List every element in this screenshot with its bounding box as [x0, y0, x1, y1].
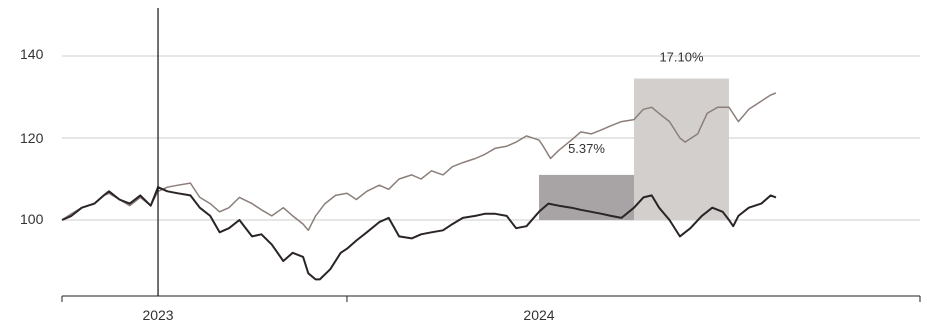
series-line-2	[61, 186, 777, 281]
bar-label-q2: 17.10%	[659, 50, 704, 65]
x-tick-label-2023: 2023	[142, 307, 173, 323]
series-layer	[61, 92, 777, 281]
bar-layer	[539, 78, 729, 220]
y-tick-label-100: 100	[20, 211, 44, 227]
y-tick-label-120: 120	[20, 130, 44, 146]
series-line-1	[61, 92, 777, 232]
x-tick-label-2024: 2024	[523, 307, 554, 323]
period-bar-1	[539, 174, 634, 220]
axis-layer	[61, 8, 921, 302]
period-bar-2	[634, 78, 729, 220]
bar-label-q1: 5.37%	[568, 141, 605, 156]
grid-layer	[62, 55, 920, 221]
y-tick-label-140: 140	[20, 46, 44, 62]
